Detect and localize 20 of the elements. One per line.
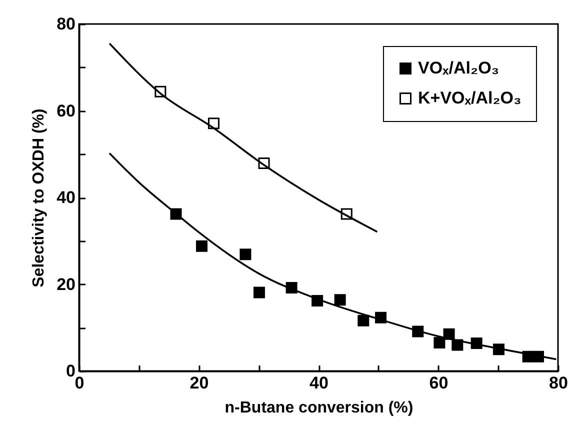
point [434,337,446,349]
point [358,314,370,326]
y-tick-label: 20 [56,274,76,294]
y-tick-label: 0 [66,362,76,380]
legend-label: VOₓ/Al₂O₃ [418,58,500,78]
x-axis-title: n-Butane conversion (%) [224,400,414,416]
point [334,294,346,306]
x-tick-label: 20 [190,374,209,392]
legend-label: K+VOₓ/Al₂O₃ [418,88,522,108]
x-tick-label: 80 [549,374,568,392]
y-tick-label: 80 [56,14,76,34]
y-axis-title: Selectivity to OXDH (%) [30,108,48,288]
y-tick-label: 60 [56,101,76,120]
point [196,240,208,252]
point [240,248,252,260]
point [253,286,265,298]
x-tick-label: 60 [429,374,448,392]
line-series [108,42,378,233]
x-tick-label: 40 [310,374,328,392]
y-tick-label: 40 [56,188,76,207]
